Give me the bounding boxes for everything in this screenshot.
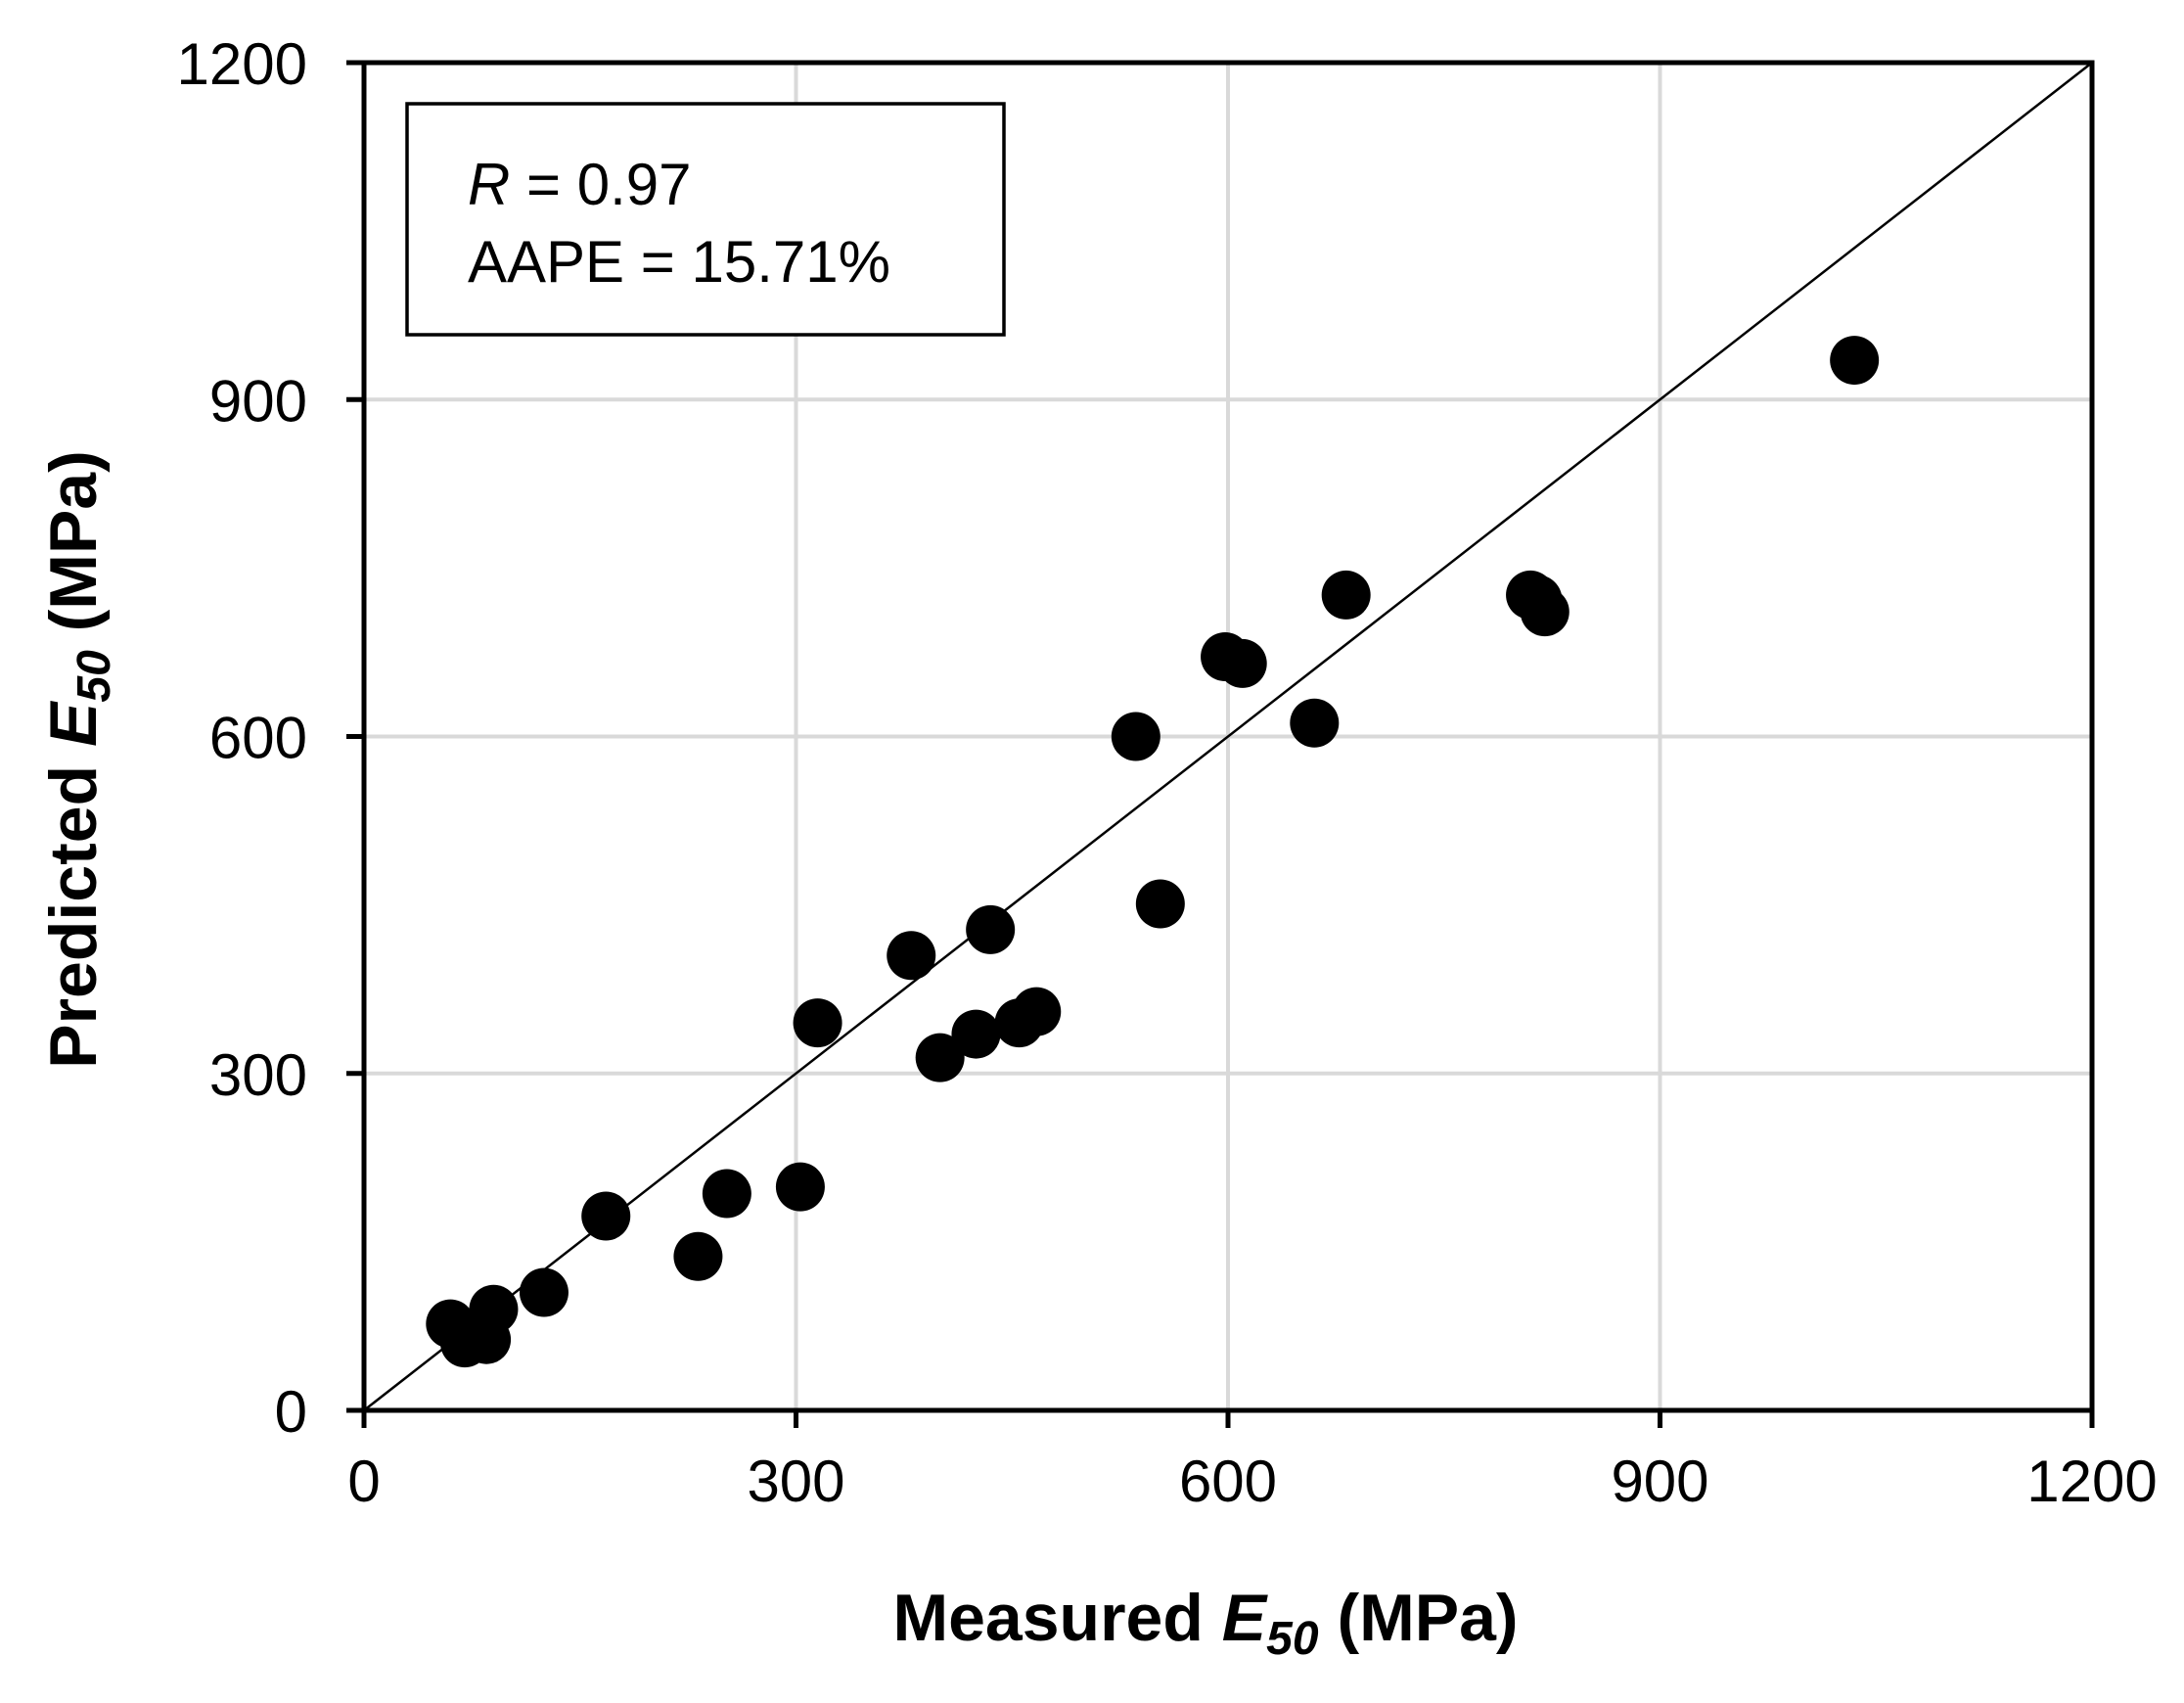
y-tick-label: 900: [209, 368, 307, 434]
y-tick-label: 0: [275, 1379, 307, 1445]
x-tick-label: 1200: [2026, 1449, 2157, 1514]
x-axis-title-subscript: 50: [1266, 1613, 1319, 1665]
data-point: [1321, 570, 1371, 620]
x-tick-label: 900: [1611, 1449, 1708, 1514]
data-point: [1135, 879, 1185, 929]
data-point: [469, 1284, 519, 1334]
y-axis-title: Predicted E50 (MPa): [36, 450, 120, 1069]
r-value-text: R = 0.97: [468, 152, 692, 217]
stats-box: [405, 102, 1006, 337]
y-tick-label: 1200: [177, 31, 307, 97]
y-tick-label: 300: [209, 1042, 307, 1108]
data-point: [1111, 712, 1160, 761]
data-point: [915, 1033, 965, 1082]
r-symbol: R: [468, 152, 510, 217]
data-point: [1012, 987, 1062, 1036]
data-point: [1290, 698, 1340, 748]
x-tick-label: 0: [347, 1449, 380, 1514]
aape-value-text: AAPE = 15.71%: [468, 229, 890, 295]
x-axis-title-prefix: Measured: [892, 1581, 1221, 1655]
x-axis-title-symbol: E: [1222, 1581, 1269, 1655]
data-point: [673, 1231, 723, 1281]
data-point: [1830, 336, 1880, 386]
x-tick-label: 600: [1179, 1449, 1277, 1514]
r-value: = 0.97: [510, 152, 691, 217]
data-point: [1520, 587, 1570, 637]
data-point: [1217, 638, 1267, 688]
data-point: [887, 931, 936, 981]
data-points: [426, 336, 1880, 1368]
y-axis-title-subscript: 50: [68, 650, 120, 703]
stats-annotation: R = 0.97 AAPE = 15.71%: [405, 102, 1006, 337]
data-point: [966, 904, 1016, 954]
y-axis-title-suffix: (MPa): [36, 450, 111, 650]
x-axis-title: Measured E50 (MPa): [892, 1581, 1518, 1665]
data-point: [775, 1162, 825, 1212]
y-tick-label: 600: [209, 706, 307, 771]
data-point: [951, 1009, 1001, 1059]
data-point: [793, 998, 842, 1048]
data-point: [702, 1169, 751, 1219]
x-tick-labels: 0 300 600 900 1200: [347, 1449, 2157, 1514]
data-point: [519, 1267, 569, 1317]
x-axis-title-suffix: (MPa): [1319, 1581, 1519, 1655]
x-tick-label: 300: [747, 1449, 844, 1514]
reference-line-1to1: [363, 62, 2093, 1411]
y-axis-title-symbol: E: [36, 700, 111, 747]
y-tick-labels: 0 300 600 900 1200: [177, 31, 307, 1445]
data-point: [581, 1191, 631, 1241]
tick-marks: [346, 60, 2095, 1428]
y-axis-title-prefix: Predicted: [36, 747, 111, 1069]
